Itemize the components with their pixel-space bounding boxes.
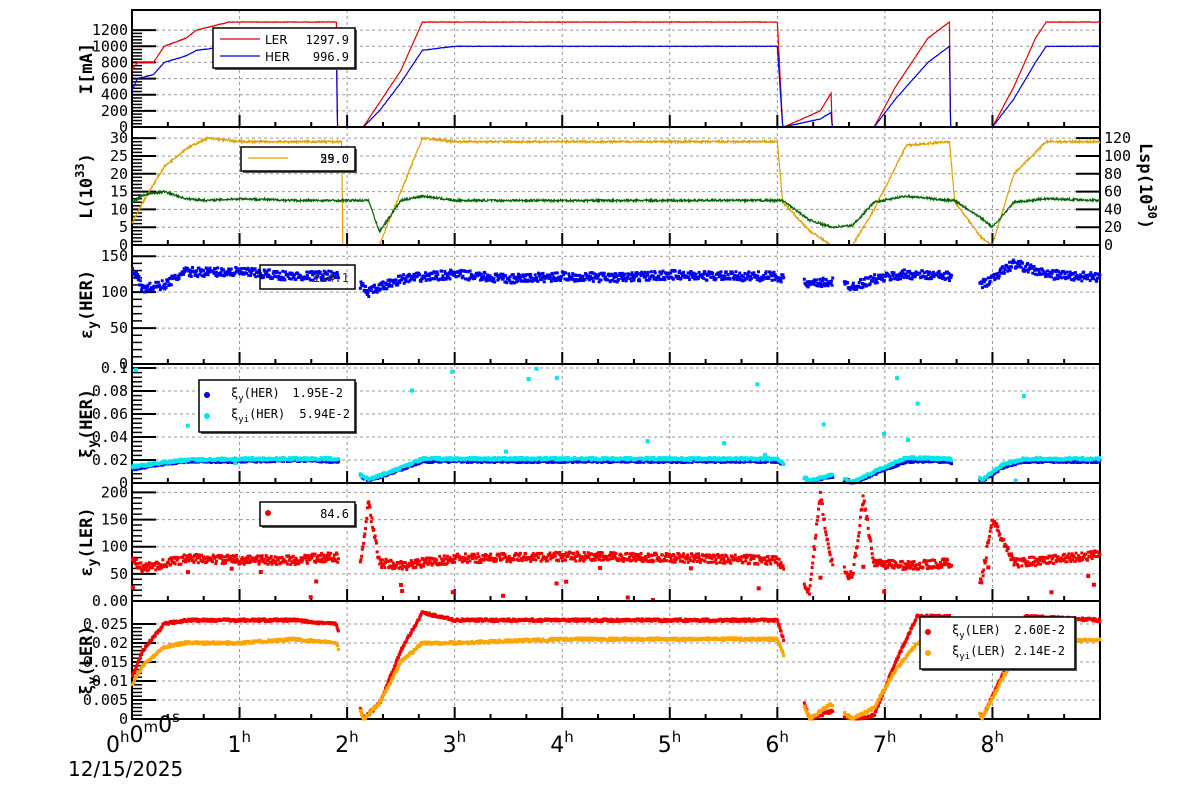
y-tick-label: 0.005 [83, 691, 128, 709]
y-axis-label: ξy(HER) [77, 389, 101, 458]
legend-xih-1-value: 1.95E-2 [292, 386, 343, 400]
y-tick-label: 0 [119, 236, 128, 254]
y-right-tick-label: 100 [1104, 147, 1131, 165]
y-tick-label: 0.06 [92, 405, 128, 423]
y-tick-label: 0.015 [83, 653, 128, 671]
y-axis-label: I[mA] [77, 43, 97, 94]
y-axis-label: εy(HER) [77, 270, 101, 339]
legend-emittance-ler [259, 501, 356, 527]
y-tick-label: 1000 [92, 37, 128, 55]
y-tick-label: 5 [119, 218, 128, 236]
y-tick-label: 100 [101, 283, 128, 301]
legend-emitl-value: 84.6 [320, 507, 349, 521]
y-right-tick-label: 80 [1104, 165, 1122, 183]
legend-emith-value: 114.1 [313, 271, 349, 285]
legend-ler-label: LER [265, 33, 288, 47]
y-tick-label: 0.02 [92, 634, 128, 652]
y-tick-label: 400 [101, 86, 128, 104]
legend-xil-2-value: 2.14E-2 [1014, 644, 1065, 658]
y-tick-label: 20 [110, 165, 128, 183]
y-tick-label: 100 [101, 538, 128, 556]
legend-xih-1-label: ξy(HER) [231, 386, 280, 404]
y-tick-label: 800 [101, 53, 128, 71]
legend-xi-her [198, 379, 356, 433]
x-tick-label: 5h [658, 728, 682, 758]
beam-beam-her-panel: 00.020.040.060.080.1ξy(HER) [77, 359, 1102, 492]
luminosity-panel: 051015202530L(1033)020406080100120Lsp(10… [73, 126, 1159, 254]
x-tick-label: 0h0m0s [106, 708, 180, 758]
series-line [131, 135, 1101, 246]
legend-her-label: HER [265, 50, 290, 64]
series-line [131, 189, 1101, 235]
legend-xil-1-label: ξy(LER) [952, 623, 1001, 641]
y-axis-label: εy(LER) [77, 507, 101, 576]
y-tick-label: 0.1 [101, 359, 128, 377]
y-tick-label: 50 [110, 565, 128, 583]
y-tick-label: 0.04 [92, 428, 128, 446]
series-line [131, 20, 1101, 128]
legend-lum-value: 29.0 [320, 152, 349, 166]
y-tick-label: 10 [110, 200, 128, 218]
y-axis-label: L(1033) [73, 153, 97, 219]
legend-xi-ler [919, 616, 1076, 670]
y-tick-label: 150 [101, 247, 128, 265]
y-right-tick-label: 120 [1104, 129, 1131, 147]
y-tick-label: 15 [110, 183, 128, 201]
legend-ler-value: 1297.9 [306, 33, 349, 47]
y-right-tick-label: 40 [1104, 200, 1122, 218]
x-tick-label: 3h [443, 728, 467, 758]
date-label: 12/15/2025 [68, 757, 183, 781]
y-tick-label: 0 [119, 118, 128, 136]
x-tick-label: 4h [550, 728, 574, 758]
y-right-tick-label: 0 [1104, 236, 1113, 254]
y-tick-label: 200 [101, 102, 128, 120]
legend-emittance-her [259, 264, 356, 290]
x-tick-label: 7h [873, 728, 897, 758]
y-tick-label: 0 [119, 474, 128, 492]
y-axis-label: ξy(LER) [77, 625, 101, 694]
y-right-axis-label: Lsp(1030) [1135, 143, 1159, 229]
y-tick-label: 0.025 [83, 615, 128, 633]
y-right-tick-label: 20 [1104, 218, 1122, 236]
y-tick-label: 0 [119, 355, 128, 373]
legend-xil-1-value: 2.60E-2 [1014, 623, 1065, 637]
legend-luminosity [240, 146, 356, 172]
y-tick-label: 50 [110, 319, 128, 337]
y-tick-label: 0.08 [92, 382, 128, 400]
legend-lsp-value: 55.0 [320, 152, 349, 166]
x-tick-label: 6h [765, 728, 789, 758]
x-tick-label: 8h [980, 728, 1004, 758]
y-tick-label: 600 [101, 70, 128, 88]
y-tick-label: 25 [110, 147, 128, 165]
y-tick-label: 0.00 [92, 592, 128, 610]
y-tick-label: 1200 [92, 21, 128, 39]
y-tick-label: 0 [119, 710, 128, 728]
y-tick-label: 0.01 [92, 672, 128, 690]
y-tick-label: 0.02 [92, 451, 128, 469]
x-tick-label: 1h [228, 728, 252, 758]
y-right-tick-label: 60 [1104, 183, 1122, 201]
legend-xih-2-value: 5.94E-2 [299, 407, 350, 421]
x-tick-label: 2h [335, 728, 359, 758]
y-tick-label: 200 [101, 483, 128, 501]
legend-her-value: 996.9 [313, 50, 349, 64]
legend-current [212, 27, 356, 69]
y-tick-label: 30 [110, 129, 128, 147]
y-tick-label: 150 [101, 511, 128, 529]
